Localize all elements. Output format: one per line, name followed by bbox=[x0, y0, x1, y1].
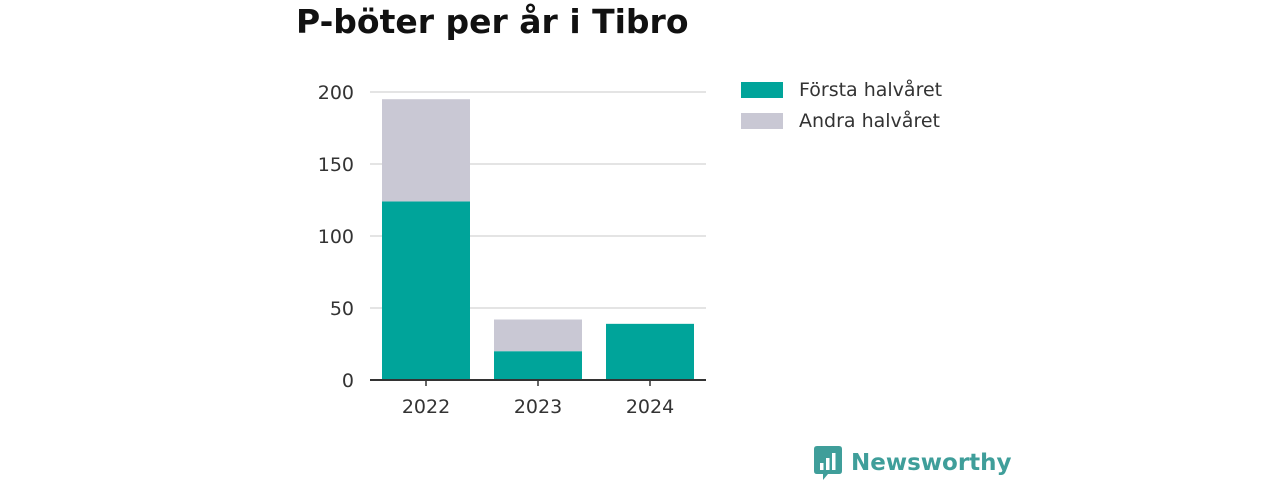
bar-2023-series-2 bbox=[494, 319, 582, 352]
legend-swatch-second-half bbox=[741, 112, 783, 129]
bar-2022-series-1 bbox=[382, 201, 470, 380]
axes: 0 50 100 150 200 2022 2023 2024 bbox=[318, 82, 706, 418]
bar-2024-series-1 bbox=[606, 323, 694, 380]
bar-chart-icon bbox=[814, 446, 842, 480]
bars bbox=[382, 99, 694, 380]
y-tick-label-150: 150 bbox=[318, 154, 354, 176]
y-tick-label-200: 200 bbox=[318, 82, 354, 104]
x-tick-label-2023: 2023 bbox=[514, 396, 562, 418]
legend-item-first-half: Första halvåret bbox=[741, 74, 942, 105]
chart-title: P-böter per år i Tibro bbox=[296, 2, 689, 41]
newsworthy-logo: Newsworthy bbox=[814, 446, 1012, 480]
brand-name: Newsworthy bbox=[851, 450, 1012, 476]
legend-label-second-half: Andra halvåret bbox=[799, 109, 940, 132]
legend-item-second-half: Andra halvåret bbox=[741, 105, 942, 136]
legend: Första halvåret Andra halvåret bbox=[741, 74, 942, 136]
y-tick-label-100: 100 bbox=[318, 226, 354, 248]
x-tick-label-2024: 2024 bbox=[626, 396, 674, 418]
x-tick-label-2022: 2022 bbox=[402, 396, 450, 418]
bar-2022-series-2 bbox=[382, 99, 470, 202]
legend-label-first-half: Första halvåret bbox=[799, 78, 943, 101]
y-tick-label-0: 0 bbox=[342, 370, 354, 392]
y-tick-label-50: 50 bbox=[330, 298, 354, 320]
bar-2023-series-1 bbox=[494, 351, 582, 380]
legend-swatch-first-half bbox=[741, 81, 783, 98]
